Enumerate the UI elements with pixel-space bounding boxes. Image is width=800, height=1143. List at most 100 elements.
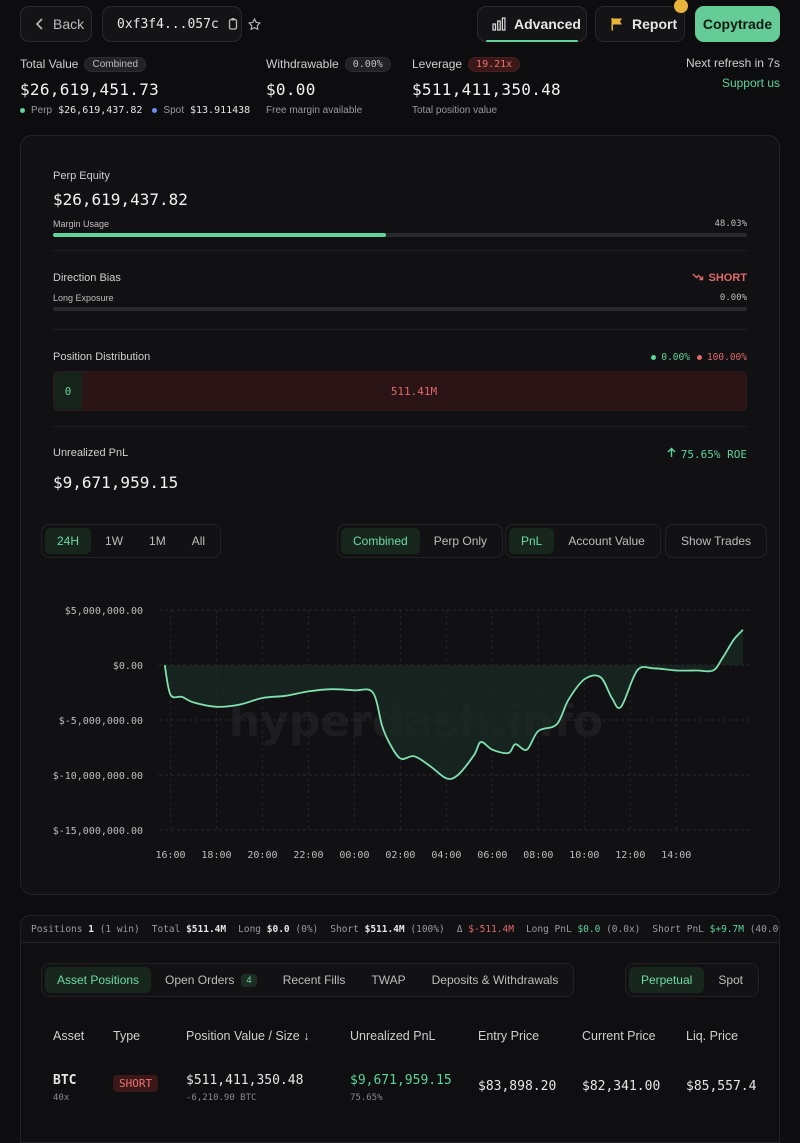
short-dot bbox=[696, 354, 702, 360]
show-trades-button[interactable]: Show Trades bbox=[681, 534, 752, 548]
strip-longpnl-label: Long PnL bbox=[525, 923, 572, 935]
distribution-short-segment: 511.41M bbox=[390, 384, 438, 398]
top-bar: Back 0xf3f4...057c Advanced Report Copyt… bbox=[20, 0, 780, 42]
open-orders-count: 4 bbox=[241, 973, 257, 987]
support-link[interactable]: Support us bbox=[721, 76, 780, 90]
x-tick-label: 14:00 bbox=[661, 850, 691, 861]
direction-value: SHORT bbox=[708, 272, 748, 284]
x-tick-label: 04:00 bbox=[431, 850, 461, 861]
long-dot bbox=[651, 354, 657, 360]
withdrawable-label: Withdrawable bbox=[266, 57, 339, 71]
x-tick-label: 06:00 bbox=[477, 850, 507, 861]
leverage-pill: 19.21x bbox=[468, 56, 521, 72]
overview-card: Perp Equity $26,619,437.82 Margin Usage … bbox=[20, 135, 780, 895]
table-row[interactable]: BTC 40x SHORT $511,411,350.48 -6,210.90 BT… bbox=[53, 1073, 793, 1103]
col-asset[interactable]: Asset bbox=[53, 1029, 85, 1043]
row-size: -6,210.90 BTC bbox=[186, 1093, 257, 1103]
distribution-short-pct: 100.00% bbox=[706, 351, 747, 363]
row-pnl-pct: 75.65% bbox=[350, 1093, 383, 1103]
wallet-address: 0xf3f4...057c bbox=[117, 16, 219, 32]
range-24h[interactable]: 24H bbox=[45, 528, 92, 554]
row-leverage: 40x bbox=[53, 1093, 70, 1103]
long-exposure-bar bbox=[53, 307, 747, 311]
metric-account-value[interactable]: Account Value bbox=[568, 534, 645, 548]
row-current-price: $82,341.00 bbox=[582, 1079, 661, 1094]
tab-spot[interactable]: Spot bbox=[718, 973, 743, 987]
perp-equity-section: Perp Equity $26,619,437.82 Margin Usage … bbox=[53, 170, 747, 237]
pnl-chart-svg: hyperdash.info$5,000,000.00$0.00$-5,000,… bbox=[53, 606, 751, 861]
margin-usage-pct: 48.03% bbox=[714, 219, 747, 229]
col-liq-price[interactable]: Liq. Price bbox=[686, 1029, 739, 1043]
tab-deposits-withdrawals[interactable]: Deposits & Withdrawals bbox=[431, 973, 559, 987]
pnl-chart: hyperdash.info$5,000,000.00$0.00$-5,000,… bbox=[21, 586, 781, 876]
x-tick-label: 12:00 bbox=[615, 850, 645, 861]
direction-bias-label: Direction Bias bbox=[53, 272, 121, 284]
tab-open-orders-label: Open Orders bbox=[165, 973, 235, 987]
bar-chart-icon bbox=[492, 16, 506, 32]
margin-usage-bar bbox=[53, 233, 747, 237]
row-liq-price: $85,557.4 bbox=[686, 1079, 757, 1094]
spot-label: Spot bbox=[163, 105, 184, 116]
strip-shortpnl-sub: (40.0 bbox=[749, 923, 779, 935]
total-value: $26,619,451.73 bbox=[20, 80, 160, 99]
range-selector: 24H 1W 1M All bbox=[41, 524, 222, 558]
col-current-price[interactable]: Current Price bbox=[582, 1029, 656, 1043]
metric-pnl[interactable]: PnL bbox=[509, 528, 555, 554]
direction-bias-section: Direction Bias SHORT Long Exposure 0.00% bbox=[53, 272, 747, 311]
scope-combined[interactable]: Combined bbox=[341, 528, 420, 554]
copy-icon[interactable] bbox=[227, 16, 239, 32]
spot-dot bbox=[152, 108, 158, 113]
strip-total-label: Total bbox=[151, 923, 181, 935]
total-value-label: Total Value bbox=[20, 57, 79, 71]
range-1w[interactable]: 1W bbox=[105, 534, 124, 548]
strip-longpnl-value: $0.0 bbox=[577, 923, 601, 935]
x-tick-label: 16:00 bbox=[155, 850, 185, 861]
chevron-left-icon bbox=[35, 16, 45, 32]
strip-long-label: Long bbox=[238, 923, 262, 935]
advanced-button[interactable]: Advanced bbox=[477, 6, 587, 42]
unrealized-pnl-value: $9,671,959.15 bbox=[53, 473, 179, 492]
notification-badge bbox=[674, 0, 688, 13]
address-chip: 0xf3f4...057c bbox=[102, 6, 261, 42]
copytrade-button[interactable]: Copytrade bbox=[695, 6, 780, 42]
back-label: Back bbox=[53, 16, 85, 32]
x-tick-label: 20:00 bbox=[247, 850, 277, 861]
leverage-label: Leverage bbox=[412, 57, 463, 71]
perp-equity-value: $26,619,437.82 bbox=[53, 190, 188, 209]
x-tick-label: 00:00 bbox=[339, 850, 369, 861]
report-label: Report bbox=[632, 16, 678, 32]
strip-long-value: $0.0 bbox=[266, 923, 290, 935]
tab-perpetual[interactable]: Perpetual bbox=[628, 967, 705, 993]
roe-value: 75.65% ROE bbox=[680, 447, 747, 461]
strip-delta-label: Δ bbox=[456, 923, 463, 935]
position-distribution-section: Position Distribution 0.00% 100.00% 0 51… bbox=[53, 351, 747, 411]
spot-value: $13.911438 bbox=[190, 105, 251, 116]
back-button[interactable]: Back bbox=[20, 6, 92, 42]
row-type-badge: SHORT bbox=[113, 1075, 159, 1092]
col-type[interactable]: Type bbox=[113, 1029, 141, 1043]
col-unrealized-pnl[interactable]: Unrealized PnL bbox=[350, 1029, 436, 1043]
range-all[interactable]: All bbox=[191, 534, 206, 548]
tab-twap[interactable]: TWAP bbox=[371, 973, 406, 987]
strip-short-label: Short bbox=[330, 923, 359, 935]
tab-asset-positions[interactable]: Asset Positions bbox=[45, 967, 152, 993]
strip-positions-value: 1 bbox=[88, 923, 94, 935]
leverage-block: Leverage 19.21x $511,411,350.48 Total po… bbox=[412, 56, 561, 116]
range-1m[interactable]: 1M bbox=[149, 534, 166, 548]
copytrade-label: Copytrade bbox=[702, 16, 773, 32]
strip-longpnl-sub: (0.0x) bbox=[606, 923, 641, 935]
star-icon[interactable] bbox=[247, 16, 262, 32]
row-pnl: $9,671,959.15 bbox=[350, 1073, 452, 1088]
col-entry-price[interactable]: Entry Price bbox=[478, 1029, 540, 1043]
x-tick-label: 22:00 bbox=[293, 850, 323, 861]
perp-equity-label: Perp Equity bbox=[53, 170, 110, 182]
total-value-block: Total Value Combined $26,619,451.73 Perp… bbox=[20, 56, 250, 116]
row-asset: BTC bbox=[53, 1073, 77, 1088]
report-button[interactable]: Report bbox=[595, 0, 688, 42]
tab-open-orders[interactable]: Open Orders 4 bbox=[153, 967, 269, 993]
strip-total-value: $511.4M bbox=[186, 923, 227, 935]
tab-recent-fills[interactable]: Recent Fills bbox=[282, 973, 346, 987]
distribution-bar: 0 511.41M bbox=[53, 371, 747, 411]
scope-perp-only[interactable]: Perp Only bbox=[433, 534, 488, 548]
col-position-value[interactable]: Position Value / Size ↓ bbox=[186, 1029, 310, 1043]
